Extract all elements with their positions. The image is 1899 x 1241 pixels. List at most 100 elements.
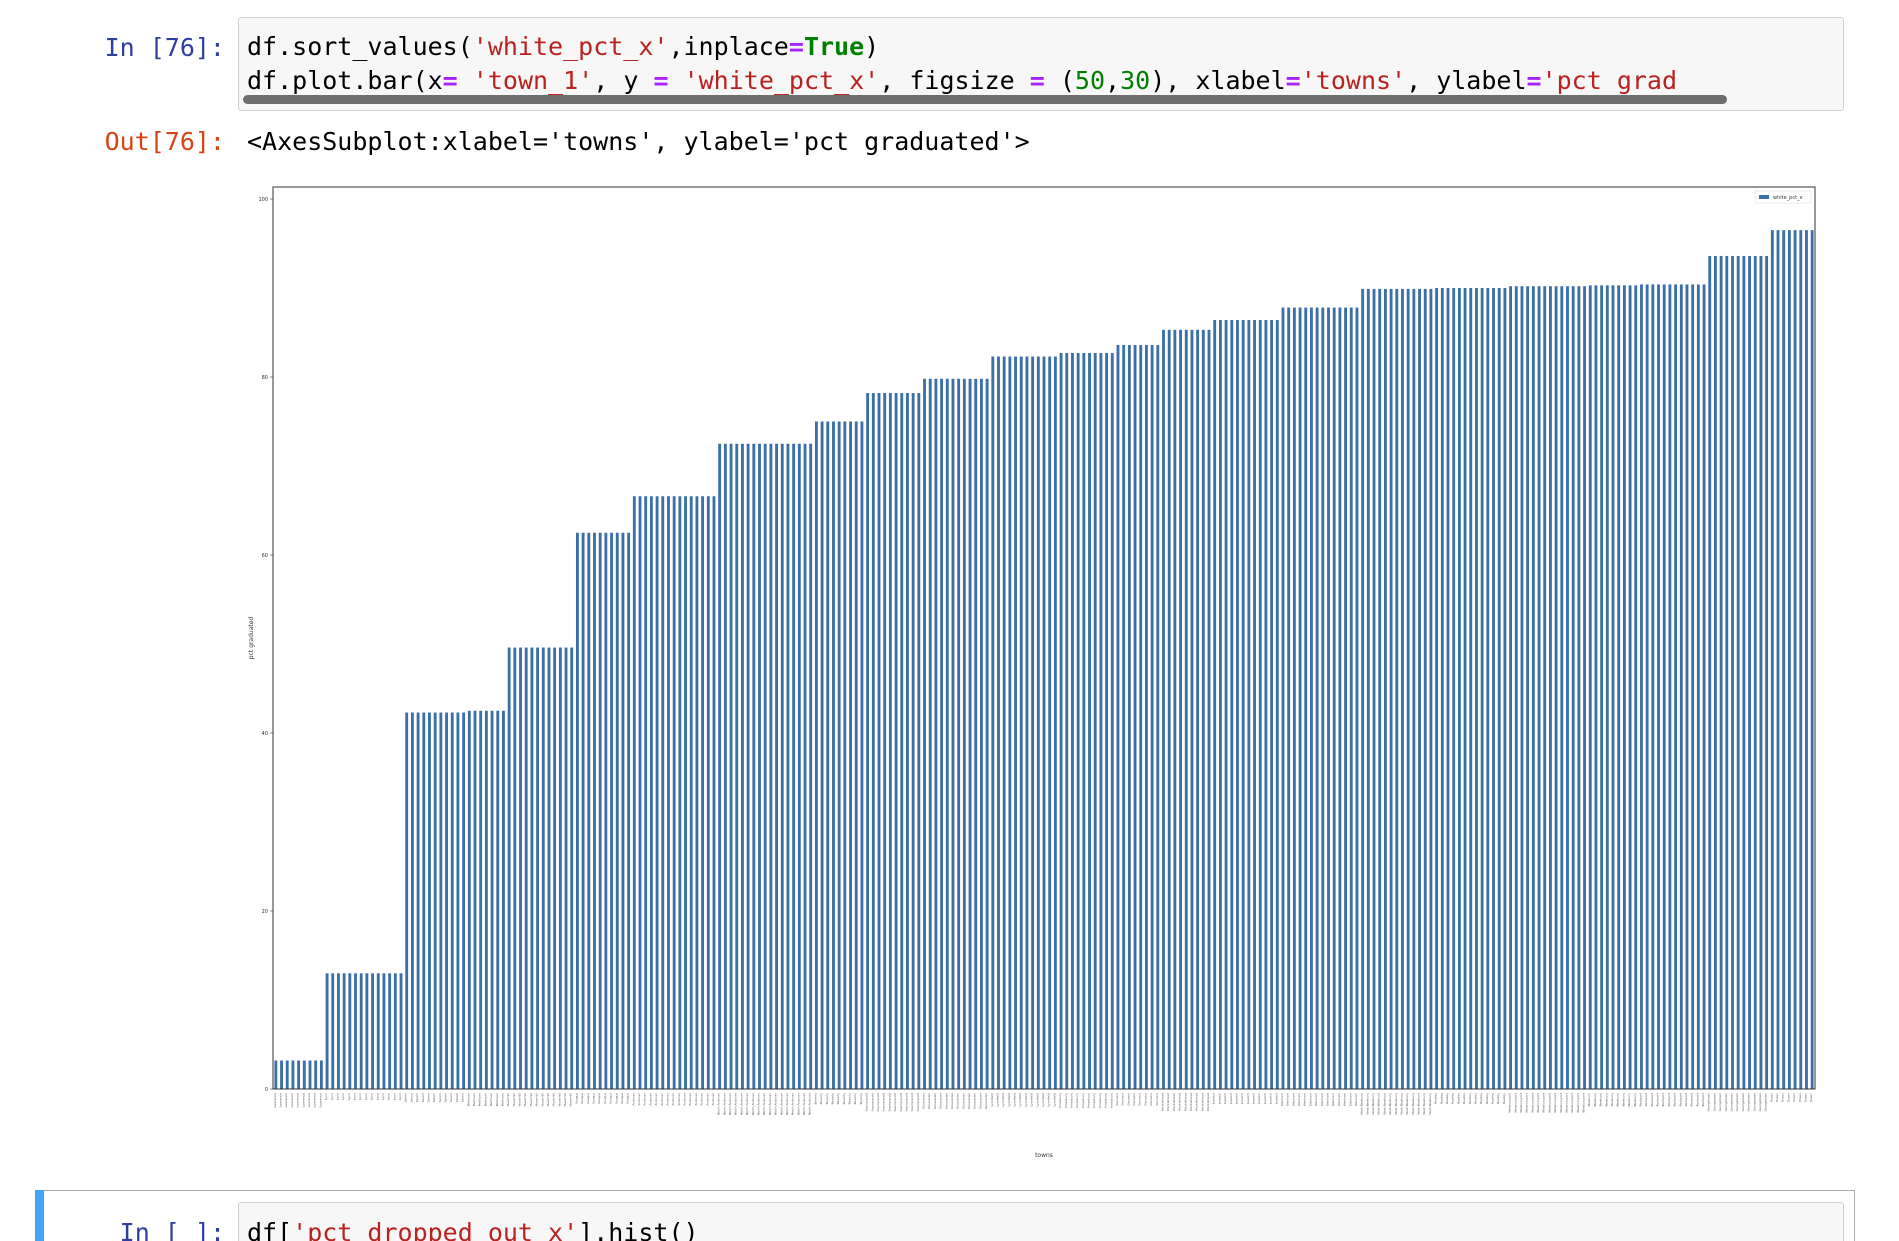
chart-bar (575, 532, 579, 1089)
x-tick-label: Ipswich (1223, 1093, 1227, 1104)
x-tick-label: Gloucester (950, 1092, 954, 1109)
chart-bar (1469, 288, 1473, 1089)
x-tick-label: Georgetown (1729, 1093, 1733, 1111)
x-tick-label: Ipswich (1257, 1093, 1261, 1104)
chart-bar (1577, 286, 1581, 1090)
x-tick-label: Andover (694, 1092, 698, 1105)
code-token: , y (593, 66, 654, 95)
chart-bar (1787, 230, 1791, 1089)
x-tick-label: North Andover (739, 1092, 743, 1115)
x-tick-label: Lynn (375, 1093, 379, 1100)
x-tick-label: West Newbury (1405, 1093, 1409, 1115)
x-tick-label: Georgetown (1752, 1093, 1756, 1111)
chart-bar (490, 710, 494, 1089)
x-tick-label: Rowley (1485, 1093, 1489, 1104)
chart-bar (1071, 352, 1074, 1090)
code-keyword: True (803, 32, 865, 61)
x-tick-label: Marblehead (1195, 1093, 1199, 1111)
x-tick-label: Essex (1798, 1093, 1802, 1102)
chart-bar (1759, 255, 1763, 1090)
code-editor[interactable]: df['pct_dropped_out_x'].hist() (238, 1202, 1844, 1241)
chart-bar (672, 496, 676, 1089)
code-line-1[interactable]: df.sort_values('white_pct_x',inplace=Tru… (247, 32, 879, 61)
x-tick-label: Wenham (1331, 1093, 1335, 1106)
chart-bar (1383, 288, 1387, 1089)
x-tick-label: Lawrence (279, 1093, 283, 1108)
x-axis: Lawrence Lawrence Lawrence Lawrence Lawrence… (273, 1092, 1813, 1115)
chart-bar (376, 973, 380, 1089)
chart-bar (433, 712, 437, 1089)
chart-bar (581, 532, 585, 1089)
chart-bar (1218, 320, 1222, 1089)
x-tick-label: Swampscott (910, 1092, 914, 1111)
chart-bar (849, 421, 852, 1089)
x-tick-label: Lynnfield (990, 1093, 994, 1107)
x-tick-label: Lynn (364, 1093, 368, 1100)
chart-bar (1622, 285, 1626, 1089)
x-tick-label: Danvers (1155, 1093, 1159, 1106)
chart-bar (354, 973, 357, 1089)
chart-bar (1611, 285, 1615, 1089)
x-tick-label: Lynnfield (1001, 1093, 1005, 1107)
y-tick-label: 100 (258, 197, 268, 203)
chart-bar (1776, 230, 1780, 1089)
x-tick-label: Lynn (381, 1093, 385, 1100)
x-tick-label: Salem (404, 1093, 408, 1102)
chart-bar (1019, 356, 1023, 1089)
x-tick-label: Gloucester (967, 1092, 971, 1109)
x-tick-label: Saugus (609, 1093, 613, 1104)
chart-bar (1628, 285, 1632, 1089)
chart-bar (280, 1060, 283, 1089)
x-tick-label: Wenham (1303, 1093, 1307, 1106)
x-tick-label: Essex (1781, 1093, 1785, 1102)
chart-bar (1173, 329, 1177, 1089)
chart-bar (342, 973, 346, 1089)
x-tick-label: Beverly (842, 1093, 846, 1105)
chart-bar (638, 496, 642, 1089)
chart-bar (826, 421, 830, 1089)
y-tick-label: 60 (262, 553, 268, 559)
chart-bar (1315, 307, 1319, 1089)
chart-bar (911, 393, 915, 1089)
x-tick-label: Saugus (591, 1093, 595, 1104)
code-string: 'pct_dropped_out_x' (292, 1218, 579, 1241)
chart-bar (428, 712, 431, 1089)
x-tick-label: Gloucester (922, 1092, 926, 1109)
code-string: 'towns' (1300, 66, 1407, 95)
chart-bar (928, 378, 932, 1089)
chart-bar (1378, 288, 1382, 1089)
code-token (669, 66, 684, 95)
chart-bar (530, 647, 534, 1089)
x-tick-label: Wenham (1286, 1093, 1290, 1106)
x-tick-label: Georgetown (1718, 1093, 1722, 1111)
code-editor[interactable]: df.sort_values('white_pct_x',inplace=Tru… (238, 17, 1844, 111)
chart-bar (1332, 307, 1336, 1089)
input-prompt: In [ ]: (119, 1218, 225, 1241)
x-tick-label: Rowley (1439, 1093, 1443, 1104)
x-tick-label: Salem (455, 1093, 459, 1102)
x-tick-label: Lawrence (301, 1093, 305, 1108)
x-tick-label: Ipswich (1252, 1093, 1256, 1104)
chart-bar (1310, 307, 1313, 1089)
code-line-1[interactable]: df['pct_dropped_out_x'].hist() (247, 1218, 699, 1241)
x-tick-label: Wenham (1320, 1093, 1324, 1106)
x-tick-label: Gloucester (944, 1092, 948, 1109)
x-tick-label: Lawrence (284, 1093, 288, 1108)
horizontal-scrollbar[interactable] (243, 95, 1727, 104)
x-tick-label: Danvers (1115, 1093, 1119, 1106)
chart-bar (541, 647, 545, 1089)
chart-bar (365, 973, 369, 1089)
chart-bar (1241, 320, 1245, 1089)
code-token: df[ (247, 1218, 293, 1241)
chart-bar (979, 378, 983, 1089)
x-tick-label: West Newbury (1417, 1093, 1421, 1115)
x-tick-label: North Andover (808, 1092, 812, 1115)
chart-bar (570, 647, 574, 1089)
x-tick-label: Wenham (1291, 1093, 1295, 1106)
y-tick-label: 80 (262, 375, 268, 381)
chart-bar (1554, 286, 1558, 1090)
code-line-2[interactable]: df.plot.bar(x= 'town_1', y = 'white_pct_… (247, 66, 1677, 95)
x-tick-label: Essex (1775, 1093, 1779, 1102)
x-tick-label: North Andover (745, 1092, 749, 1115)
x-tick-label: Gloucester (973, 1092, 977, 1109)
